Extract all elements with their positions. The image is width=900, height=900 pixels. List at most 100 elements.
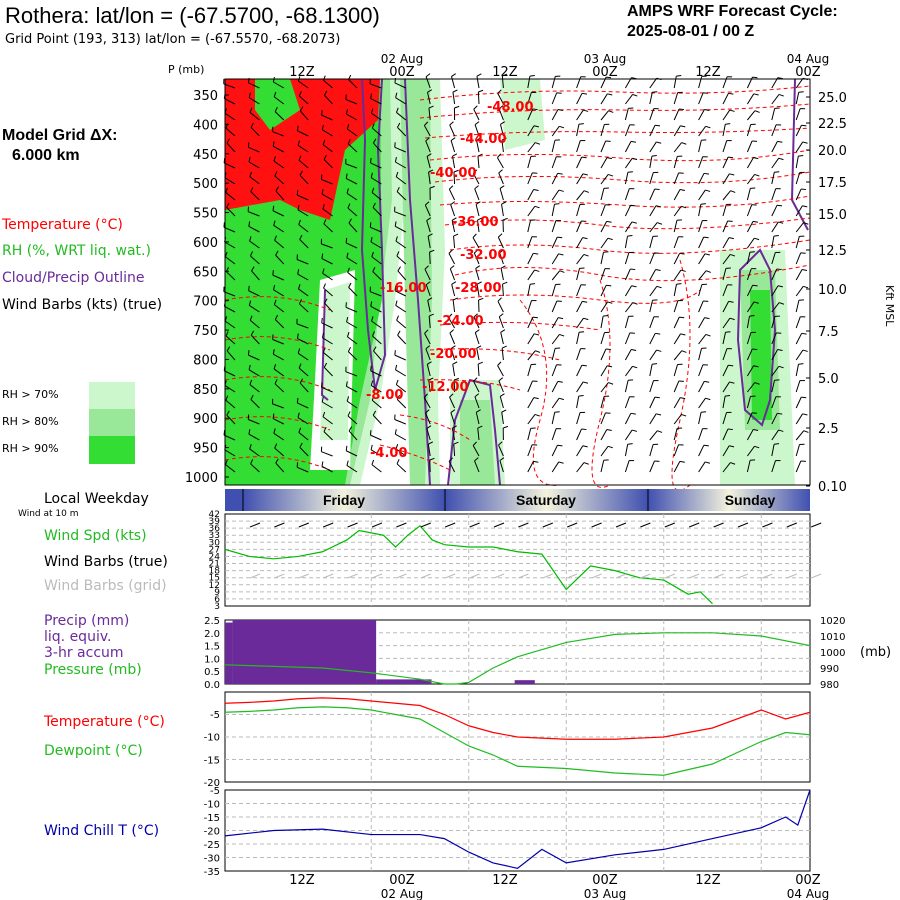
- wind-barb-feather: [297, 348, 301, 354]
- wind-barb: [600, 204, 606, 217]
- wind-barb-feather: [272, 77, 275, 83]
- wind-barb: [299, 174, 309, 185]
- wind-barb-feather: [631, 77, 637, 80]
- wind-barb-feather: [606, 220, 612, 223]
- wind-barb: [771, 157, 780, 169]
- wind-barb-feather: [425, 73, 431, 78]
- wind-barb: [551, 220, 557, 233]
- wind-barb: [395, 305, 407, 313]
- wind-barb: [698, 92, 704, 105]
- wind-barb: [299, 239, 309, 249]
- wind-barb-feather: [752, 348, 758, 351]
- wind-barb: [624, 380, 629, 393]
- wind-barb-feather: [272, 413, 275, 419]
- wind-barb-feather: [321, 253, 324, 259]
- wind-barb: [624, 365, 633, 377]
- wind-barb-feather: [474, 329, 480, 333]
- wind-barb: [771, 172, 775, 185]
- pressure-tick-label: 800: [193, 353, 218, 368]
- temperature-tick-label: -20: [204, 778, 220, 789]
- grid-wind-barb: [542, 573, 553, 579]
- wind-barb: [323, 367, 333, 377]
- wind-barb: [397, 127, 407, 137]
- wind-barb-feather: [454, 377, 460, 381]
- wind-barb-feather: [501, 137, 507, 141]
- wind-barb: [498, 108, 504, 121]
- isotherm-line: [439, 195, 811, 208]
- wind-barb-feather: [727, 428, 733, 431]
- wind-barb-feather: [273, 364, 277, 370]
- wind-barb: [501, 348, 504, 361]
- wind-barb-feather: [801, 188, 807, 191]
- wind-barb-feather: [498, 105, 504, 110]
- wind-barb-feather: [396, 251, 400, 257]
- wind-barb-feather: [345, 381, 348, 387]
- wind-barb-feather: [225, 459, 228, 465]
- wind-barb-feather: [397, 266, 401, 272]
- wind-barb: [250, 334, 260, 345]
- wind-barb-feather: [497, 153, 502, 158]
- wind-barb-feather: [779, 302, 785, 305]
- wind-barb: [297, 209, 309, 217]
- wind-barb: [527, 189, 535, 201]
- wind-barb: [576, 462, 585, 473]
- wind-barb-feather: [583, 109, 589, 112]
- wind-barb-feather: [429, 249, 435, 253]
- wind-tick-label: 39: [209, 517, 221, 527]
- wind-barb-feather: [250, 394, 254, 400]
- wind-barb: [649, 430, 658, 441]
- grid-wind-barb: [323, 573, 334, 579]
- wind-barb-feather: [630, 204, 636, 207]
- wind-barb: [452, 364, 456, 377]
- grid-wind-barb: [786, 573, 797, 579]
- wind-barb-feather: [679, 252, 685, 255]
- pressure-tick-label: 950: [193, 442, 218, 457]
- top-date-label: 02 Aug: [381, 52, 424, 66]
- wind-barb-feather: [558, 397, 565, 401]
- wind-barb: [296, 259, 309, 265]
- wind-barb-feather: [322, 268, 325, 274]
- surface-wind-barb: [274, 522, 285, 528]
- wind-barb: [624, 444, 629, 457]
- wind-barb: [698, 156, 704, 169]
- grid-wind-barb: [445, 573, 456, 579]
- surface-wind-barb: [542, 522, 553, 528]
- wind-barb-feather: [448, 313, 453, 318]
- wind-barb-feather: [272, 270, 274, 276]
- wind-barb-feather: [729, 317, 735, 321]
- wind-barb: [323, 79, 333, 89]
- wind-barb: [249, 305, 260, 313]
- wind-barb: [499, 396, 504, 409]
- wind-barb: [347, 415, 358, 425]
- wind-barb-feather: [754, 382, 760, 385]
- wind-barb-feather: [370, 301, 373, 307]
- wind-barb-feather: [583, 317, 589, 321]
- wind-barb: [345, 306, 358, 313]
- isotherm-line: [424, 127, 811, 139]
- wind-barb: [428, 380, 431, 393]
- wind-barb-feather: [632, 302, 638, 305]
- wind-barb-feather: [778, 93, 784, 97]
- wind-barb-feather: [499, 185, 505, 189]
- wind-barb: [475, 412, 480, 425]
- wind-barb-feather: [559, 333, 565, 337]
- wind-barb: [371, 464, 382, 473]
- wind-barb: [795, 222, 804, 233]
- wind-barb: [370, 434, 382, 441]
- wind-barb: [746, 429, 754, 441]
- wind-tick-label: 12: [209, 581, 220, 591]
- wind-barb: [450, 348, 456, 361]
- wind-barb: [428, 108, 431, 121]
- wind-barb: [370, 162, 382, 169]
- wind-barb-feather: [554, 411, 560, 413]
- wind-barb: [795, 172, 801, 185]
- wind-barb-feather: [249, 379, 253, 385]
- wind-barb: [673, 414, 682, 425]
- wind-barb: [248, 290, 260, 297]
- wind-barb: [370, 370, 382, 377]
- wind-barb: [576, 284, 582, 297]
- wind-barb: [372, 127, 382, 137]
- wind-barb: [371, 320, 382, 329]
- wind-barb: [323, 223, 333, 233]
